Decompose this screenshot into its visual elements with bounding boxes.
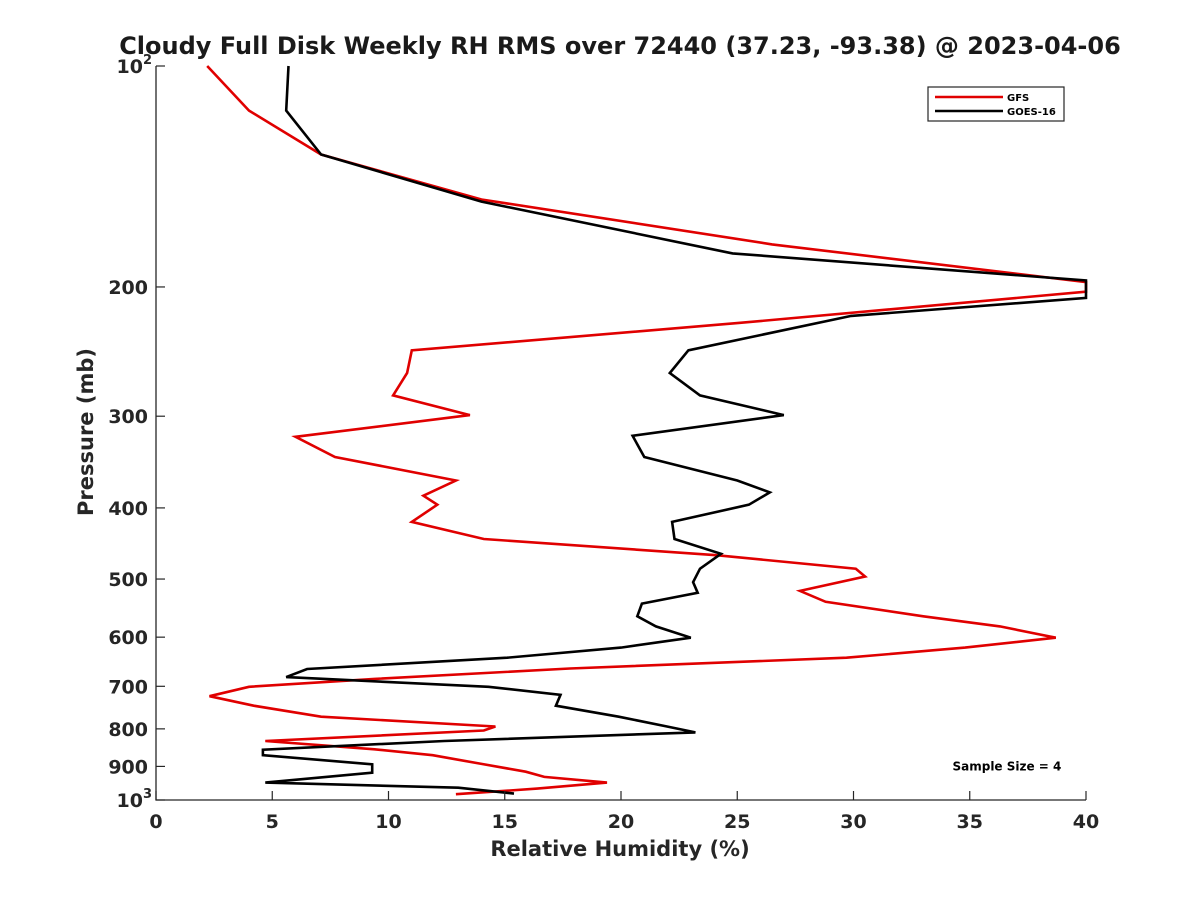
series-line-gfs: [206, 65, 1088, 796]
x-tick-label: 15: [492, 811, 518, 833]
sample-size-annotation: Sample Size = 4: [952, 759, 1061, 773]
y-tick-label: 103: [117, 787, 153, 812]
legend-label-gfs: GFS: [1007, 93, 1029, 104]
x-axis-label: Relative Humidity (%): [490, 837, 749, 861]
series-layer: [206, 65, 1088, 796]
x-tick-label: 25: [724, 811, 750, 833]
y-tick-label: 500: [108, 569, 148, 591]
y-tick-label: 102: [117, 53, 153, 78]
x-tick-label: 5: [266, 811, 279, 833]
y-tick-label: 400: [108, 498, 148, 520]
plot-area: 0 5 10 15 20 25 30 35 40 102 200 300 400 500 600 700 80…: [108, 53, 1099, 833]
legend-label-goes-16: GOES-16: [1007, 107, 1056, 118]
x-tick-label: 30: [840, 811, 866, 833]
y-tick-label: 700: [108, 676, 148, 698]
x-tick-label: 40: [1073, 811, 1099, 833]
x-tick-label: 35: [957, 811, 983, 833]
y-tick-label: 300: [108, 406, 148, 428]
y-axis-label: Pressure (mb): [74, 348, 98, 516]
legend-box: [927, 86, 1065, 122]
legend: GFS GOES-16: [927, 86, 1065, 122]
series-line-goes-16: [261, 65, 1088, 795]
y-axis: 102 200 300 400 500 600 700 800 900 103: [108, 53, 165, 812]
chart-title: Cloudy Full Disk Weekly RH RMS over 7244…: [119, 32, 1121, 60]
y-tick-label: 800: [108, 719, 148, 741]
x-tick-label: 20: [608, 811, 634, 833]
y-tick-label: 600: [108, 627, 148, 649]
x-axis: 0 5 10 15 20 25 30 35 40: [149, 791, 1099, 833]
x-tick-label: 10: [375, 811, 401, 833]
x-tick-label: 0: [149, 811, 162, 833]
y-tick-label: 200: [108, 277, 148, 299]
y-tick-label: 900: [108, 756, 148, 778]
axes-frame: [155, 66, 1086, 801]
